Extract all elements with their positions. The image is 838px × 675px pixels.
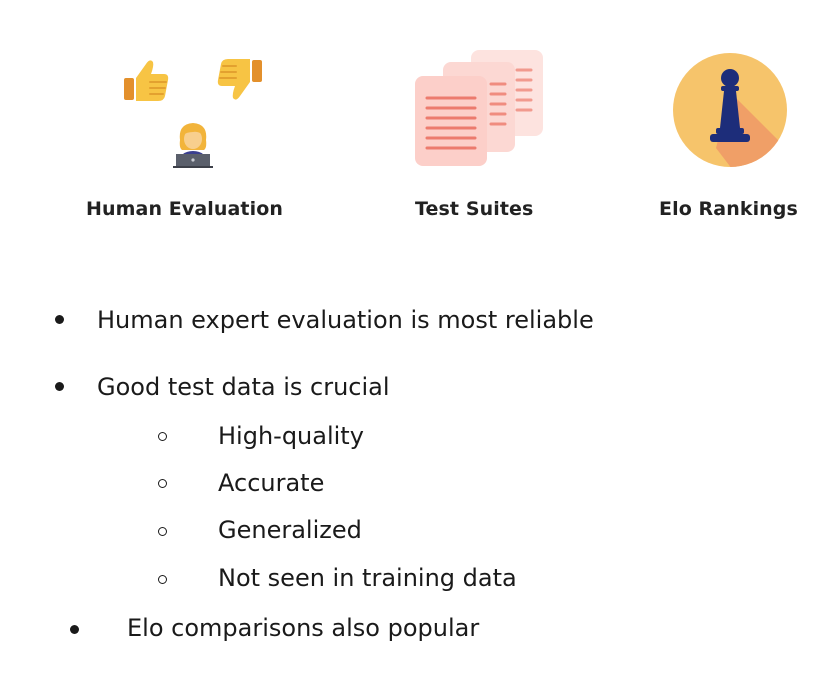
thumbs-up-icon bbox=[124, 60, 169, 101]
bullet-dot bbox=[55, 315, 64, 324]
bullet-dot bbox=[70, 625, 79, 634]
bullet-good-test-data: Good test data is crucial bbox=[97, 373, 390, 401]
sub-bullet-ring bbox=[158, 575, 167, 584]
bullet-human-expert: Human expert evaluation is most reliable bbox=[97, 306, 594, 334]
sub-bullet-not-seen: Not seen in training data bbox=[218, 564, 517, 592]
human-evaluation-icon-group bbox=[110, 48, 280, 173]
sub-bullet-generalized: Generalized bbox=[218, 516, 362, 544]
sub-bullet-ring bbox=[158, 527, 167, 536]
bullet-dot bbox=[55, 382, 64, 391]
chess-pawn-icon bbox=[673, 53, 787, 167]
bullet-elo-comparisons: Elo comparisons also popular bbox=[127, 614, 480, 642]
test-suites-label: Test Suites bbox=[415, 198, 534, 220]
sub-bullet-ring bbox=[158, 479, 167, 488]
sub-bullet-accurate: Accurate bbox=[218, 469, 325, 497]
elo-rankings-label: Elo Rankings bbox=[659, 198, 798, 220]
sub-bullet-high-quality: High-quality bbox=[218, 422, 364, 450]
documents-stack-icon bbox=[415, 50, 543, 166]
person-at-laptop-icon bbox=[173, 123, 213, 168]
sub-bullet-ring bbox=[158, 432, 167, 441]
human-evaluation-label: Human Evaluation bbox=[86, 198, 284, 220]
thumbs-down-icon bbox=[217, 59, 262, 100]
